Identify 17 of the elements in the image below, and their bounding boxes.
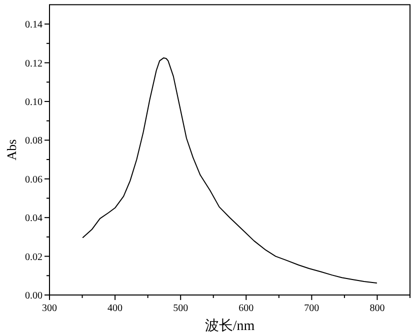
- y-axis-title: Abs: [4, 139, 19, 160]
- x-tick-label: 800: [370, 303, 385, 314]
- y-tick-label: 0.06: [25, 174, 42, 186]
- y-tick-label: 0.14: [25, 20, 42, 31]
- x-tick-label: 300: [42, 303, 57, 314]
- y-tick-label: 0.02: [25, 252, 42, 263]
- y-tick-label: 0.12: [25, 58, 42, 70]
- y-tick-label: 0.04: [25, 213, 42, 224]
- x-tick-label: 400: [108, 303, 123, 314]
- x-tick-label: 500: [173, 303, 188, 314]
- x-tick-label: 600: [238, 303, 254, 314]
- line-series: [82, 57, 378, 284]
- y-tick-label: 0.00: [25, 290, 42, 302]
- y-tick-label: 0.10: [25, 96, 42, 108]
- y-tick-label: 0.08: [25, 136, 42, 147]
- x-tick-label: 700: [304, 303, 320, 314]
- x-axis-title: 波长/nm: [204, 318, 255, 334]
